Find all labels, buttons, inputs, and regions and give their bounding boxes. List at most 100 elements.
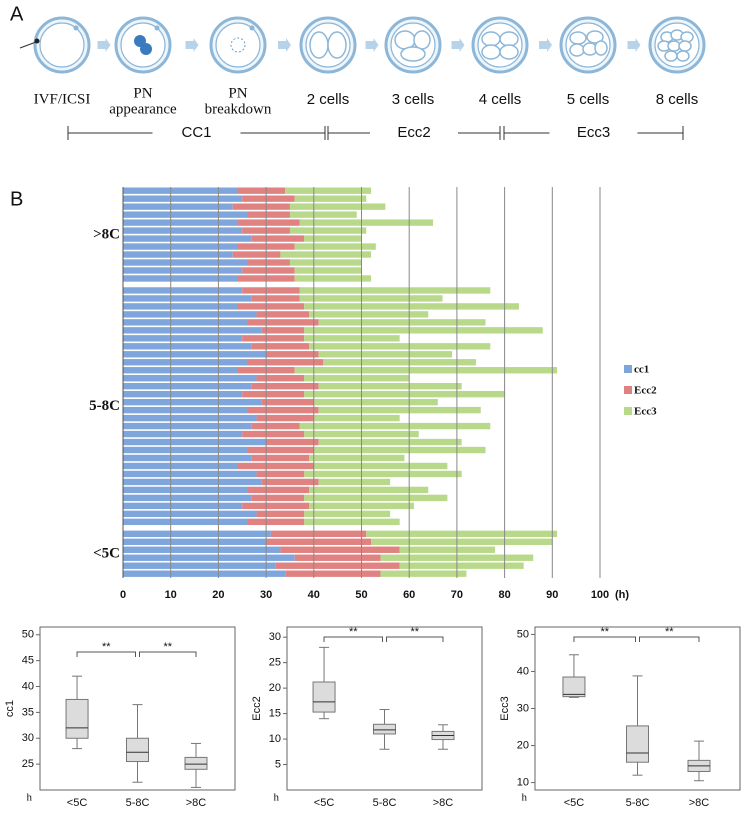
arrow xyxy=(278,38,291,52)
bar-segment xyxy=(256,311,310,318)
bar-segment xyxy=(266,438,319,446)
bar-segment xyxy=(266,351,319,358)
stage-label: PN xyxy=(133,85,152,101)
stage-label: breakdown xyxy=(205,101,272,117)
box xyxy=(562,676,586,698)
plot-frame xyxy=(286,626,483,791)
bar-segment xyxy=(304,390,505,398)
y-tick-label: 30 xyxy=(22,732,34,744)
group-label: 5-8C xyxy=(89,398,120,414)
bar-segment xyxy=(232,251,281,258)
bar-segment xyxy=(275,562,400,569)
x-tick-label: >8C xyxy=(433,797,454,809)
cell xyxy=(678,40,692,52)
bar-segment xyxy=(123,259,248,266)
bar-segment xyxy=(123,303,238,310)
y-tick-label: 15 xyxy=(269,708,281,720)
bar-segment xyxy=(380,570,467,577)
bar-segment xyxy=(256,375,305,382)
bar-segment xyxy=(318,319,486,326)
bar-segment xyxy=(247,211,290,218)
bar-segment xyxy=(371,538,553,545)
bar-segment xyxy=(123,243,238,250)
phase-label: CC1 xyxy=(181,124,211,141)
bar-segment xyxy=(266,538,372,545)
y-tick-label: 50 xyxy=(22,629,34,641)
box xyxy=(373,723,396,735)
sig-bracket xyxy=(573,636,636,642)
y-axis-label: Ecc3 xyxy=(499,696,511,720)
bar-segment xyxy=(123,502,243,510)
y-tick-label: 30 xyxy=(517,702,529,714)
x-tick-label: 80 xyxy=(498,589,510,601)
x-tick-label: <5C xyxy=(314,797,335,809)
sig-label: ** xyxy=(410,626,419,638)
bar-segment xyxy=(242,430,305,438)
bar-segment xyxy=(247,518,305,526)
bar-segment xyxy=(318,406,481,414)
bar-segment xyxy=(294,267,362,274)
y-unit: h xyxy=(27,792,33,804)
bar-segment xyxy=(247,259,290,266)
cell xyxy=(569,43,585,57)
bar-segment xyxy=(294,554,381,561)
bar-segment xyxy=(123,518,248,526)
bar-segment xyxy=(285,187,372,194)
x-tick-label: 20 xyxy=(212,589,224,601)
bar-segment xyxy=(123,367,238,374)
bar-segment xyxy=(242,335,305,342)
bar-segment xyxy=(123,390,243,398)
bar-segment xyxy=(251,494,305,502)
bar-segment xyxy=(237,303,305,310)
cell xyxy=(664,50,678,62)
bar-segment xyxy=(247,486,310,494)
bar-segment xyxy=(304,235,362,242)
polar-body xyxy=(73,25,79,31)
arrow xyxy=(365,38,379,52)
bar-segment xyxy=(304,327,543,334)
legend-label: Ecc3 xyxy=(634,406,657,418)
bar-segment xyxy=(289,203,386,210)
bar-segment xyxy=(261,398,314,406)
x-tick-label: 70 xyxy=(451,589,463,601)
bar-segment xyxy=(123,219,238,226)
stage-label: PN xyxy=(228,85,247,101)
bar-segment xyxy=(123,570,286,577)
y-tick-label: 25 xyxy=(269,657,281,669)
phase-label: Ecc3 xyxy=(577,124,610,141)
panel-label: B xyxy=(10,188,23,210)
bar-segment xyxy=(123,375,257,382)
sig-bracket xyxy=(386,636,444,642)
cell xyxy=(586,30,604,44)
bar-segment xyxy=(399,546,496,553)
bar-segment xyxy=(294,195,367,202)
cell xyxy=(569,31,587,45)
bar-segment xyxy=(318,383,462,390)
group-label: <5C xyxy=(93,546,120,562)
polar-body xyxy=(249,25,255,31)
y-unit: h xyxy=(522,792,528,804)
arrow xyxy=(97,38,111,52)
bar-segment xyxy=(242,195,295,202)
cell xyxy=(676,50,690,62)
bar-segment xyxy=(304,510,391,518)
cell xyxy=(667,40,681,52)
sig-bracket xyxy=(139,651,197,657)
plot-frame xyxy=(39,626,236,791)
bar-segment xyxy=(247,359,324,366)
bar-segment xyxy=(123,287,243,294)
y-axis-label: cc1 xyxy=(4,700,16,717)
bar-segment xyxy=(123,478,262,486)
bar-segment xyxy=(251,454,310,462)
bar-segment xyxy=(123,311,257,318)
legend-label: Ecc2 xyxy=(634,385,657,397)
bar-segment xyxy=(313,462,448,470)
bar-segment xyxy=(280,546,400,553)
bar-segment xyxy=(123,554,295,561)
bar-segment xyxy=(256,414,314,422)
pn-breakdown xyxy=(230,37,246,53)
bar-segment xyxy=(123,195,243,202)
polar-body xyxy=(154,25,160,31)
y-tick-label: 20 xyxy=(269,682,281,694)
legend-swatch xyxy=(624,407,632,415)
